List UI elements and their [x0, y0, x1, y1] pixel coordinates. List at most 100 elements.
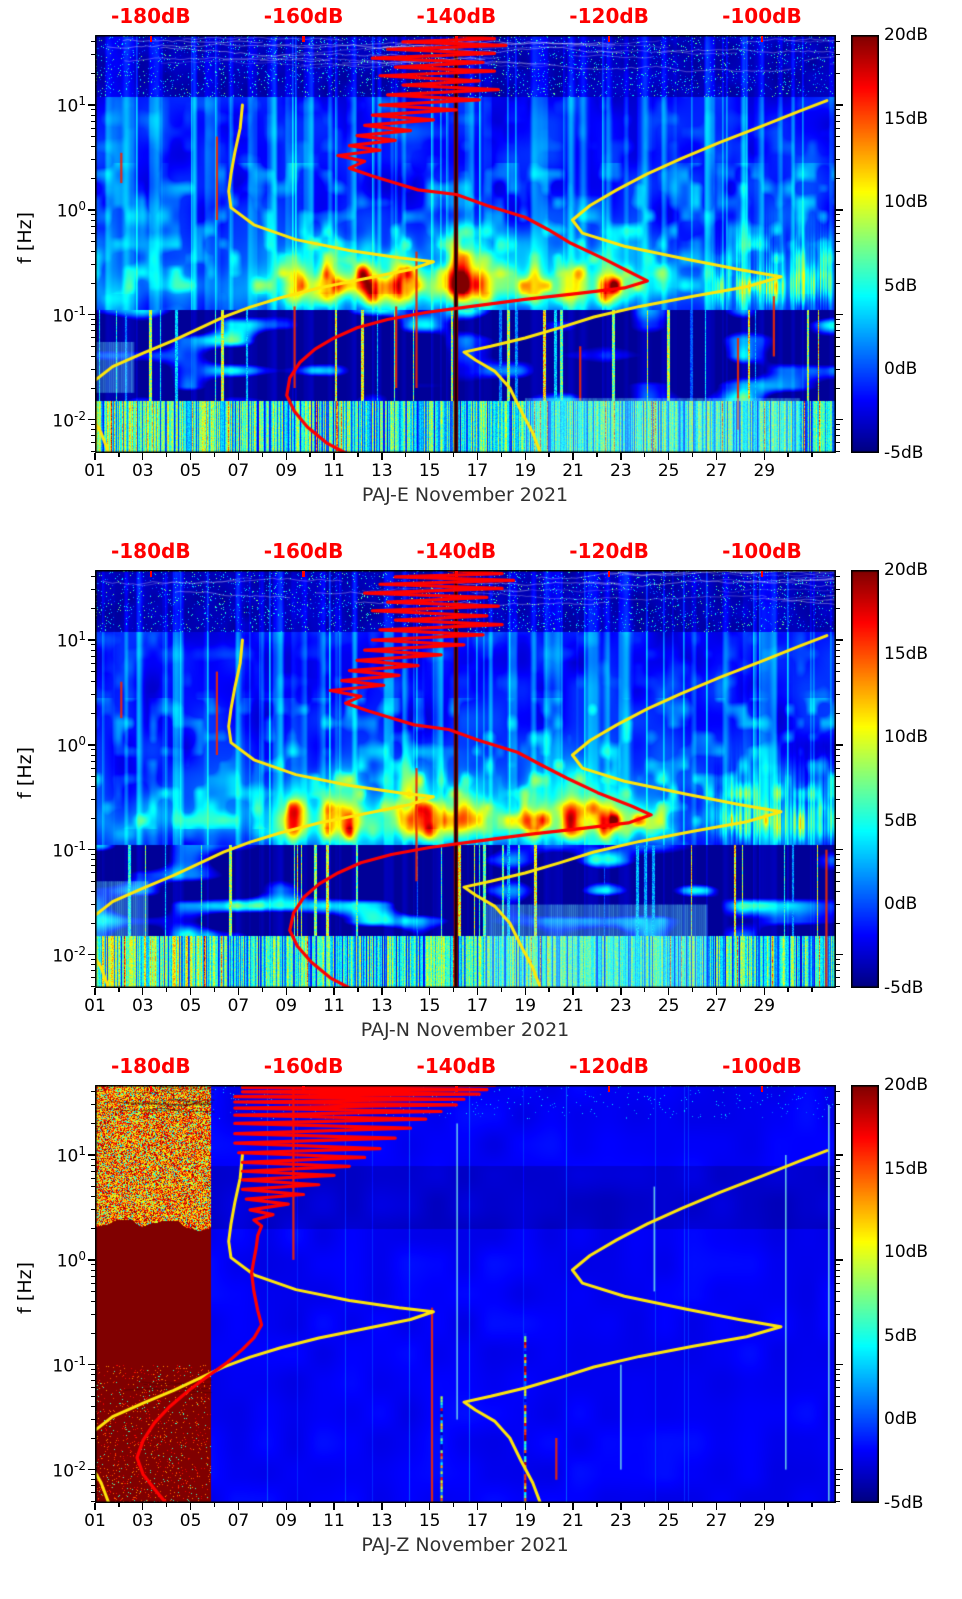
y-minor-tick [91, 1104, 95, 1106]
x-axis-tick [142, 453, 144, 460]
y-minor-tick [91, 1164, 95, 1166]
y-minor-tick-right [836, 1405, 840, 1407]
x-axis-tick [476, 1503, 479, 1510]
x-axis-tick [763, 988, 765, 995]
y-minor-tick-right [836, 607, 840, 609]
y-minor-tick-right [836, 264, 840, 266]
y-minor-tick-right [836, 1473, 840, 1475]
top-db-tick [760, 1086, 764, 1092]
x-axis-tick [524, 988, 526, 995]
y-minor-tick [91, 1492, 95, 1494]
top-db-tick [149, 571, 152, 577]
x-axis-tick [524, 453, 526, 460]
x-axis-tick [189, 1503, 192, 1510]
y-tick-exponent: -1 [74, 838, 86, 853]
top-db-axis-label: -160dB [263, 539, 344, 563]
x-tick-label: 21 [562, 1511, 584, 1531]
y-minor-tick [91, 1332, 95, 1334]
y-minor-tick-right [836, 251, 840, 253]
colorbar-tick-label: 5dB [884, 1325, 918, 1346]
x-tick-label: 29 [753, 996, 776, 1016]
y-minor-tick-right [836, 1227, 840, 1229]
x-axis-tick [787, 1503, 789, 1507]
x-axis-tick [285, 988, 287, 995]
y-minor-tick-right [836, 786, 840, 788]
y-minor-tick-right [836, 662, 840, 664]
y-minor-tick-right [836, 712, 840, 714]
x-axis-tick [572, 988, 574, 995]
y-minor-tick-right [836, 319, 840, 320]
y-minor-tick [91, 589, 95, 591]
y-tick-base: 10 [52, 411, 75, 432]
x-tick-label: 29 [753, 461, 776, 481]
y-minor-tick [91, 904, 95, 906]
top-db-tick [302, 571, 305, 577]
x-axis-tick [691, 988, 694, 992]
y-minor-tick-right [836, 41, 840, 43]
y-minor-tick-right [836, 589, 840, 591]
y-minor-tick [91, 880, 95, 882]
x-axis-tick [596, 1503, 598, 1507]
colorbar-tick-label: 20dB [884, 1075, 929, 1095]
colorbar-tick-label: -5dB [884, 978, 924, 998]
top-db-tick [760, 36, 764, 42]
x-axis-tick [261, 453, 263, 457]
y-minor-tick-right [836, 922, 840, 924]
top-db-axis-label: -100dB [722, 1054, 802, 1078]
colorbar-tick-label: 10dB [884, 727, 929, 748]
y-tick-exponent: 0 [78, 198, 86, 213]
y-tick-label: 10-1 [28, 839, 86, 862]
y-minor-tick-right [836, 799, 840, 801]
top-db-tick [607, 1086, 611, 1092]
x-tick-label: 23 [610, 996, 632, 1016]
x-tick-label: 21 [562, 461, 584, 481]
y-minor-tick [91, 1209, 95, 1211]
x-axis-tick [787, 988, 789, 992]
y-minor-tick [91, 251, 95, 253]
y-minor-tick [91, 760, 95, 762]
y-minor-tick [91, 644, 95, 646]
x-axis-tick [333, 988, 335, 995]
x-axis-tick [142, 1503, 144, 1510]
y-axis-tick-right [836, 1154, 843, 1156]
y-minor-tick-right [836, 970, 840, 972]
y-minor-tick [91, 1170, 95, 1172]
y-minor-tick [91, 330, 95, 332]
y-minor-tick-right [836, 964, 840, 966]
y-minor-tick-right [836, 1395, 840, 1397]
y-axis-tick-right [836, 1468, 843, 1471]
colorbar-paj-e [851, 35, 879, 453]
x-axis-tick [620, 1503, 622, 1510]
y-minor-tick [91, 1159, 95, 1161]
x-axis-tick [309, 988, 311, 992]
y-minor-tick [91, 775, 95, 777]
x-tick-label: 03 [131, 461, 154, 481]
y-minor-tick-right [836, 1290, 840, 1292]
x-axis-tick [428, 1503, 431, 1510]
y-minor-tick-right [836, 958, 840, 960]
y-axis-tick [88, 744, 95, 746]
colorbar-tick-label: 15dB [884, 1158, 929, 1179]
spectrogram-heatmap-paj-e [95, 35, 836, 453]
colorbar-tick-label: 20dB [884, 560, 929, 580]
y-minor-tick [91, 369, 95, 371]
spectrogram-panel-paj-n: f [Hz] PAJ-N November 2021 -180dB -160dB -… [0, 535, 962, 1068]
y-tick-base: 10 [56, 736, 79, 757]
y-minor-tick [91, 786, 95, 788]
top-db-tick [455, 1086, 458, 1092]
x-axis-tick [309, 1503, 311, 1507]
x-axis-tick [285, 453, 287, 460]
y-minor-tick [91, 872, 95, 874]
y-tick-exponent: 0 [78, 733, 86, 748]
y-axis-tick-right [836, 848, 843, 851]
y-axis-tick [88, 1154, 95, 1156]
x-axis-tick [357, 453, 359, 457]
x-axis-tick [213, 988, 216, 992]
y-minor-tick [91, 970, 95, 972]
y-minor-tick [91, 1227, 95, 1229]
y-minor-tick-right [836, 232, 840, 234]
x-axis-tick [309, 453, 311, 457]
x-tick-label: 05 [179, 461, 202, 481]
y-minor-tick [91, 423, 95, 425]
